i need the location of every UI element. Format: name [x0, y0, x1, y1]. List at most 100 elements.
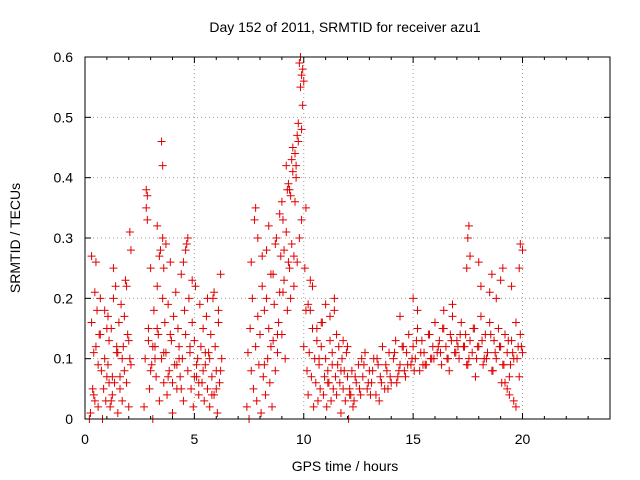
data-point [341, 396, 350, 405]
data-point [513, 354, 522, 363]
data-point [462, 264, 471, 273]
data-point [205, 354, 214, 363]
data-point [282, 161, 291, 170]
data-point [88, 384, 97, 393]
data-point [492, 354, 501, 363]
data-point [191, 282, 200, 291]
data-point [289, 252, 298, 261]
data-point [123, 330, 132, 339]
data-point [188, 276, 197, 285]
data-point [293, 131, 302, 140]
data-point [441, 342, 450, 351]
chart-title: Day 152 of 2011, SRMTID for receiver azu… [209, 19, 481, 35]
data-point [413, 324, 422, 333]
data-point [516, 240, 525, 249]
data-point [498, 264, 507, 273]
axis-ticks: 0 5 10 15 20 0 0.1 0.2 0.3 0.4 0.5 0.6 [54, 49, 610, 447]
data-point [306, 306, 315, 315]
data-point [381, 360, 390, 369]
y-tick-label: 0.3 [54, 230, 74, 246]
data-point [194, 390, 203, 399]
data-point [201, 360, 210, 369]
data-point [108, 372, 117, 381]
data-point [285, 264, 294, 273]
data-point [89, 348, 98, 357]
data-point [491, 348, 500, 357]
data-point [156, 246, 165, 255]
y-tick-label: 0.1 [54, 351, 74, 367]
data-point [274, 318, 283, 327]
data-point [390, 348, 399, 357]
data-point [378, 342, 387, 351]
data-point [425, 330, 434, 339]
data-point [409, 294, 418, 303]
data-point [391, 336, 400, 345]
data-point [120, 366, 129, 375]
data-point [297, 215, 306, 224]
data-point [463, 234, 472, 242]
data-point [355, 384, 364, 393]
data-point [275, 209, 284, 218]
data-point [286, 294, 295, 303]
data-point [287, 240, 296, 249]
data-point [199, 324, 208, 333]
data-point [149, 306, 158, 315]
data-point [186, 342, 194, 351]
data-point [356, 390, 365, 399]
data-point [457, 318, 466, 327]
data-point [343, 342, 352, 351]
data-point [173, 324, 182, 333]
data-point [97, 366, 106, 375]
data-point [189, 402, 198, 411]
data-point [508, 348, 517, 357]
data-point [403, 360, 412, 369]
data-point [179, 396, 188, 405]
y-tick-label: 0.4 [54, 170, 74, 186]
data-point [148, 342, 157, 351]
data-point [109, 264, 118, 273]
data-point [293, 258, 302, 267]
data-point [91, 258, 100, 267]
data-point [292, 161, 301, 170]
data-point [462, 360, 471, 369]
y-tick-label: 0.6 [54, 49, 74, 65]
data-point [334, 342, 343, 351]
data-point [94, 402, 103, 411]
data-point [261, 390, 270, 399]
data-point [336, 408, 345, 417]
data-point [505, 372, 514, 381]
data-point [91, 342, 100, 351]
data-point [159, 348, 168, 357]
data-point [247, 366, 256, 375]
data-point [124, 402, 133, 411]
data-point [262, 246, 271, 255]
data-point [382, 366, 391, 375]
data-point [140, 402, 149, 411]
data-point [396, 360, 404, 369]
data-point [175, 342, 184, 351]
data-point [188, 318, 197, 327]
data-point [270, 300, 279, 309]
x-tick-label: 5 [190, 431, 198, 447]
data-point [278, 215, 287, 224]
data-point [159, 264, 168, 273]
data-point [203, 384, 212, 393]
data-point [286, 191, 295, 200]
data-point [248, 294, 257, 303]
data-point [364, 378, 373, 387]
data-point [121, 276, 130, 285]
data-point [280, 276, 289, 285]
data-point [201, 348, 210, 357]
data-point [392, 378, 401, 387]
data-point [297, 71, 306, 80]
data-point [323, 378, 332, 387]
data-point [307, 372, 316, 381]
data-point [495, 342, 504, 351]
data-point [492, 294, 501, 303]
y-axis-label: SRMTID / TECUs [7, 183, 23, 293]
data-point [90, 288, 99, 297]
data-point [431, 318, 439, 327]
data-point [311, 378, 320, 387]
data-point [214, 306, 223, 315]
data-point [427, 354, 436, 363]
